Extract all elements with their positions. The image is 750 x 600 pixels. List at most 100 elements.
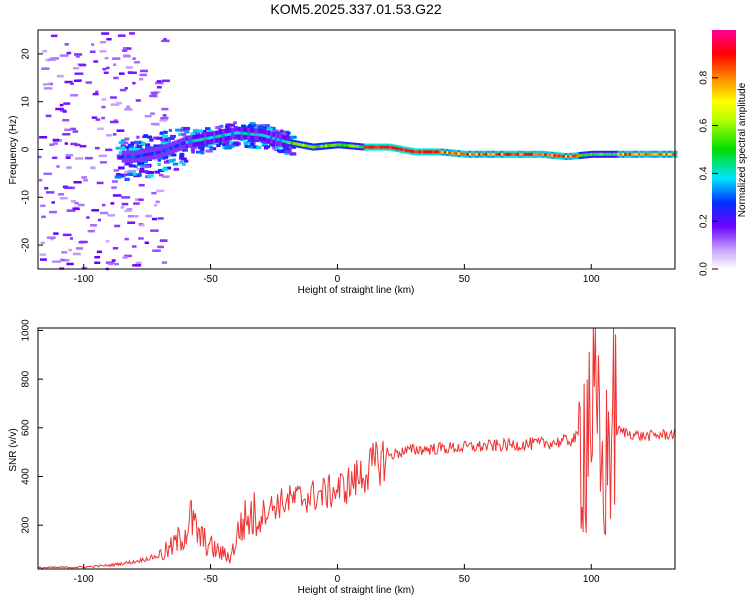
spectrogram-cell xyxy=(140,154,144,158)
spectrogram-cell xyxy=(62,118,70,122)
spectrogram-cell xyxy=(137,161,145,165)
spectrogram-cell xyxy=(284,151,290,155)
spectrogram-cell xyxy=(90,224,97,227)
spectrogram-cell xyxy=(50,34,58,38)
spectrogram-cell xyxy=(168,137,175,141)
spectrogram-cell xyxy=(59,196,68,200)
spectrogram-cell xyxy=(49,143,55,147)
spectrogram-cell xyxy=(669,152,673,156)
spectrogram-cell xyxy=(266,145,271,149)
spectrogram-cell xyxy=(175,128,182,132)
colorbar-ticks: 0.0 0.2 0.4 0.6 0.8 xyxy=(699,70,718,276)
spectrogram-cell xyxy=(126,208,133,211)
bottom-x-axis-label: Height of straight line (km) xyxy=(298,585,415,596)
spectrogram-cell xyxy=(190,147,196,151)
spectrogram-cell xyxy=(338,143,342,147)
spectrogram-cell xyxy=(128,155,132,159)
spectrogram-cell xyxy=(150,112,155,115)
spectrogram-cell xyxy=(185,140,189,144)
spectrogram-cell xyxy=(161,261,168,264)
spectrogram-cell xyxy=(151,151,155,155)
spectrogram-cell xyxy=(156,151,160,155)
spectrogram-cell xyxy=(86,216,90,219)
spectrogram-cell xyxy=(70,200,77,203)
spectrogram-cell xyxy=(560,154,564,158)
spectrogram-cell xyxy=(73,180,82,184)
spectrogram-cell xyxy=(279,138,283,142)
spectrogram-cell xyxy=(464,152,468,156)
spectrogram-cell xyxy=(343,143,347,147)
spectrogram-cell xyxy=(382,145,386,149)
spectrogram-cell xyxy=(475,152,479,156)
spectrogram-cell xyxy=(246,145,253,149)
spectrogram-cell xyxy=(551,153,555,157)
spectrogram-cell xyxy=(544,153,548,157)
spectrogram-cell xyxy=(179,154,185,158)
page-title: KOM5.2025.337.01.53.G22 xyxy=(270,1,441,17)
spectrogram-cell xyxy=(128,147,136,151)
spectrogram-cell xyxy=(143,134,148,138)
spectrogram-cell xyxy=(293,142,297,146)
spectrogram-cell xyxy=(65,156,71,159)
spectrogram-cell xyxy=(158,173,164,177)
spectrogram-cell xyxy=(70,142,78,146)
spectrogram-cell xyxy=(127,172,133,176)
spectrogram-cell xyxy=(133,155,137,159)
spectrogram-cell xyxy=(144,143,151,147)
spectrogram-cell xyxy=(196,129,204,133)
spectrogram-cell xyxy=(134,147,141,151)
spectrogram-cell xyxy=(478,152,482,156)
spectrogram-cell xyxy=(118,166,125,170)
spectrogram-cell xyxy=(503,152,507,156)
spectrogram-cell xyxy=(132,57,136,60)
spectrogram-cell xyxy=(232,121,237,125)
spectrogram-cell xyxy=(125,66,133,69)
spectrogram-cell xyxy=(491,152,495,156)
spectrogram-cell xyxy=(368,145,372,149)
spectrogram-cell xyxy=(222,140,230,144)
spectrogram-cell xyxy=(144,114,152,118)
spectrogram-cell xyxy=(528,152,532,156)
spectrogram-cell xyxy=(151,191,157,195)
spectrogram-cell xyxy=(510,152,514,156)
spectrogram-cell xyxy=(363,145,367,149)
spectrogram-cell xyxy=(231,132,235,136)
spectrogram-cell xyxy=(66,209,76,212)
spectrogram-cell xyxy=(144,170,149,174)
spectrogram-cell xyxy=(583,153,587,157)
spectrogram-cell xyxy=(350,144,354,148)
spectrogram-cell xyxy=(238,131,242,135)
spectrogram-cell xyxy=(585,153,589,157)
spectrogram-cell xyxy=(112,57,121,60)
spectrogram-cell xyxy=(162,116,169,120)
spectrogram-cell xyxy=(96,250,102,254)
spectrogram-cell xyxy=(249,122,256,126)
spectrogram-cell xyxy=(248,124,252,128)
spectrogram-cell xyxy=(127,143,134,147)
spectrogram-cell xyxy=(507,152,511,156)
spectrogram-cell xyxy=(372,145,376,149)
spectrogram-cell xyxy=(282,132,287,136)
spectrogram-cell xyxy=(605,152,609,156)
y-tick-label: 1000 xyxy=(21,319,32,342)
spectrogram-cell xyxy=(345,143,349,147)
spectrogram-cell xyxy=(52,260,61,263)
spectrogram-cell xyxy=(642,152,646,156)
spectrogram-cell xyxy=(50,237,55,241)
spectrogram-cell xyxy=(631,152,635,156)
spectrogram-cell xyxy=(226,140,233,144)
spectrogram-cell xyxy=(224,133,228,137)
spectrogram-cell xyxy=(660,152,664,156)
spectrogram-cell xyxy=(523,152,527,156)
spectrogram-cell xyxy=(471,152,475,156)
spectrogram-cell xyxy=(126,47,132,50)
spectrogram-cell xyxy=(120,139,126,143)
spectrogram-cell xyxy=(111,180,118,183)
spectrogram-cell xyxy=(640,152,644,156)
spectrogram-cell xyxy=(94,146,100,150)
spectrogram-cell xyxy=(42,49,48,53)
spectrogram-cell xyxy=(112,246,119,250)
spectrogram-cell xyxy=(280,132,284,136)
spectrogram-cell xyxy=(599,152,603,156)
